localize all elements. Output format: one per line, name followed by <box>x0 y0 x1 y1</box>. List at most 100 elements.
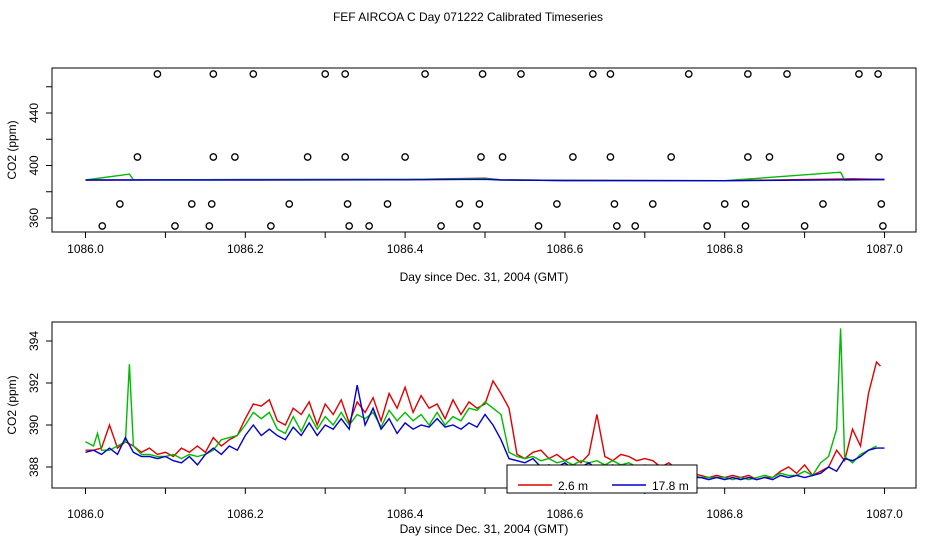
top-circle-marker <box>475 200 484 208</box>
top-circle-marker <box>207 200 216 208</box>
top-circle-marker <box>741 222 750 230</box>
top-circle-marker <box>606 70 615 78</box>
top-circle-marker <box>383 200 392 208</box>
legend: 2.6 m 17.8 m <box>506 464 698 494</box>
top-y-tick-label: 440 <box>27 103 41 123</box>
top-circle-marker <box>534 222 543 230</box>
bottom-y-tick-label: 394 <box>27 331 41 351</box>
top-circle-marker <box>667 153 676 161</box>
bottom-x-tick-label: 1086.6 <box>547 507 584 521</box>
bottom-y-tick-label: 392 <box>27 373 41 393</box>
legend-label-17-8m: 17.8 m <box>652 479 689 493</box>
top-circle-marker <box>209 153 218 161</box>
bottom-y-tick-label: 388 <box>27 457 41 477</box>
top-circle-marker <box>478 70 487 78</box>
top-circle-marker <box>421 70 429 78</box>
top-circle-marker <box>877 200 886 208</box>
top-circle-marker <box>874 70 882 78</box>
top-circle-marker <box>765 153 774 161</box>
top-circle-marker <box>744 70 752 78</box>
bottom-series-line-2-6-m <box>85 360 882 481</box>
top-x-tick-label: 1086.2 <box>227 242 264 256</box>
top-circle-marker <box>401 153 409 161</box>
top-circle-marker <box>836 153 845 161</box>
top-circle-marker <box>249 70 258 78</box>
top-x-axis: 1086.0 1086.2 1086.4 1086.6 1086.8 1087.0 <box>67 232 903 256</box>
top-series-line-blue <box>85 178 885 182</box>
chart-title: FEF AIRCOA C Day 071222 Calibrated Times… <box>332 10 604 24</box>
top-circle-marker <box>879 222 887 230</box>
top-circle-marker <box>703 222 711 230</box>
top-x-tick-label: 1086.4 <box>387 242 424 256</box>
bottom-x-tick-label: 1086.2 <box>227 507 264 521</box>
top-circle-marker <box>720 200 729 208</box>
top-circle-marker <box>610 200 619 208</box>
top-y-tick-label: 400 <box>27 155 41 175</box>
top-circle-marker <box>343 200 352 208</box>
top-circle-marker <box>517 70 525 78</box>
top-y-axis: 360 400 440 <box>27 86 52 228</box>
top-circle-marker <box>473 222 481 230</box>
top-circle-marker <box>209 70 218 78</box>
top-circle-marker <box>684 70 693 78</box>
top-circle-marker <box>455 200 464 208</box>
top-circle-marker <box>303 153 312 161</box>
top-panel: 360 400 440 1086.0 1086.2 1086.4 1086.6 1086.8… <box>5 67 917 284</box>
bottom-x-tick-label: 1086.4 <box>387 507 424 521</box>
bottom-y-axis: 388 390 392 394 <box>27 331 52 477</box>
legend-label-2-6m: 2.6 m <box>558 479 588 493</box>
bottom-x-tick-label: 1087.0 <box>866 507 903 521</box>
top-circle-marker <box>205 222 214 230</box>
top-y-axis-label: CO2 (ppm) <box>5 120 19 179</box>
top-x-tick-label: 1086.8 <box>706 242 743 256</box>
top-y-tick-label: 360 <box>27 208 41 228</box>
top-circle-marker <box>612 222 621 230</box>
top-circle-marker <box>321 70 330 78</box>
top-circle-marker <box>341 153 350 161</box>
top-x-tick-label: 1087.0 <box>866 242 903 256</box>
bottom-x-axis-label: Day since Dec. 31, 2004 (GMT) <box>400 522 569 536</box>
top-circle-marker <box>171 222 179 230</box>
top-circle-marker <box>498 153 507 161</box>
bottom-y-tick-label: 390 <box>27 415 41 435</box>
top-circle-marker <box>741 200 750 208</box>
top-circle-marker <box>153 70 162 78</box>
bottom-x-tick-label: 1086.8 <box>706 507 743 521</box>
top-circle-marker <box>783 70 791 78</box>
top-circle-marker <box>569 153 577 161</box>
top-circle-marker <box>744 153 752 161</box>
top-series-lines <box>85 171 885 182</box>
top-circle-marker <box>875 153 883 161</box>
top-circle-marker <box>116 200 124 208</box>
top-circle-marker <box>819 200 827 208</box>
top-circle-marker <box>98 222 107 230</box>
top-circle-marker <box>477 153 485 161</box>
top-circle-marker <box>187 200 196 208</box>
top-circle-marker <box>285 200 294 208</box>
top-circle-marker <box>800 222 809 230</box>
bottom-series-line-17-8-m <box>85 384 885 481</box>
legend-box <box>506 464 698 494</box>
bottom-plot-frame <box>51 321 917 489</box>
top-plot-frame <box>51 67 917 233</box>
top-x-tick-label: 1086.0 <box>67 242 104 256</box>
top-circle-marker <box>231 153 239 161</box>
top-circle-markers <box>98 70 887 230</box>
bottom-series-lines <box>85 328 885 481</box>
bottom-x-tick-label: 1086.0 <box>67 507 104 521</box>
top-circle-marker <box>589 70 597 78</box>
top-circle-marker <box>133 153 142 161</box>
top-x-axis-label: Day since Dec. 31, 2004 (GMT) <box>400 270 569 284</box>
top-circle-marker <box>648 200 657 208</box>
bottom-x-axis: 1086.0 1086.2 1086.4 1086.6 1086.8 1087.0 <box>67 488 903 521</box>
top-circle-marker <box>606 153 615 161</box>
top-circle-marker <box>437 222 445 230</box>
top-circle-marker <box>365 222 373 230</box>
top-circle-marker <box>553 200 561 208</box>
top-x-tick-label: 1086.6 <box>547 242 584 256</box>
top-circle-marker <box>341 70 350 78</box>
top-circle-marker <box>631 222 640 230</box>
bottom-y-axis-label: CO2 (ppm) <box>5 375 19 434</box>
